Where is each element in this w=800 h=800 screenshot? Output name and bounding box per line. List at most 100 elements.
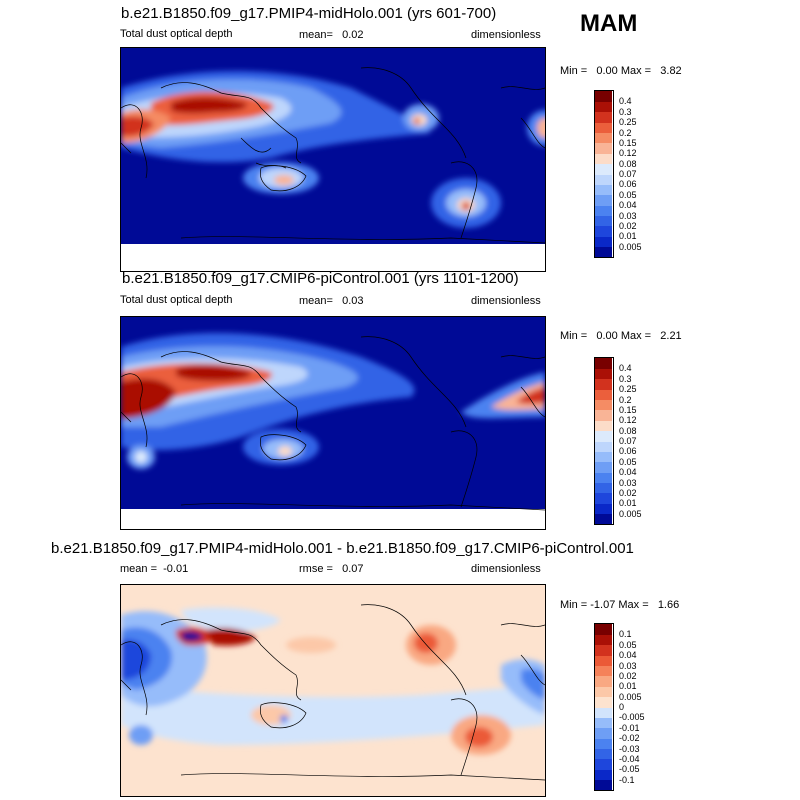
panel-2-colorbar-tick-label: 0.01: [619, 498, 637, 509]
panel-2-colorbar-segment: [594, 378, 612, 390]
panel-1-colorbar-segment: [594, 174, 612, 185]
panel-2-title: b.e21.B1850.f09_g17.CMIP6-piControl.001 …: [122, 270, 519, 287]
panel-1-title: b.e21.B1850.f09_g17.PMIP4-midHolo.001 (y…: [121, 5, 497, 22]
panel-3-colorbar-segment: [594, 655, 612, 666]
panel-3-colorbar-tick-label: 0.01: [619, 681, 637, 692]
panel-2-colorbar-tick-label: 0.02: [619, 487, 637, 498]
panel-3-colorbar-segment: [594, 696, 612, 708]
panel-3-map: [120, 584, 546, 797]
panel-2-colorbar-segment: [594, 420, 612, 432]
panel-1-colorbar-tick-label: 0.005: [619, 241, 642, 252]
panel-2-colorbar: 0.005 0.01 0.02 0.03 0.04 0.05 0.06 0.07 0.08 0.1…: [594, 357, 654, 525]
panel-3-colorbar-segment: [594, 707, 612, 718]
panel-3-colorbar-segment: [594, 769, 612, 781]
panel-1-colorbar-segment: [594, 194, 612, 206]
panel-2-colorbar-segment: [594, 441, 612, 452]
panel-2-map-svg: [121, 317, 545, 529]
panel-3-colorbar-segment: [594, 758, 612, 770]
panel-3-colorbar-segment: [594, 644, 612, 656]
panel-2-colorbar-segment: [594, 430, 612, 442]
panel-3-title: b.e21.B1850.f09_g17.PMIP4-midHolo.001 - …: [51, 540, 634, 557]
panel-3-rmse-label: rmse = 0.07: [299, 563, 364, 575]
panel-1-colorbar-tick-label: 0.08: [619, 158, 637, 169]
panel-2-colorbar-tick-label: 0.03: [619, 477, 637, 488]
panel-2-colorbar-tick-label: 0.25: [619, 384, 637, 395]
season-label: MAM: [580, 10, 638, 37]
panel-3-map-svg: [121, 585, 545, 796]
panel-3-colorbar-segment: [594, 717, 612, 729]
panel-1-colorbar-tick-label: 0.2: [619, 127, 632, 138]
panel-2-minmax-label: Min = 0.00 Max = 2.21: [560, 330, 682, 342]
panel-3-colorbar-tick-label: -0.01: [619, 722, 640, 733]
panel-1-coastlines: [121, 67, 545, 244]
panel-3-colorbar-segment: [594, 738, 612, 749]
panel-2-missing-data: [121, 509, 545, 529]
panel-1-colorbar-tick-label: 0.07: [619, 169, 637, 179]
panel-3-colorbar-tick-label: -0.1: [619, 774, 635, 785]
panel-2-colorbar-tick-label: 0.2: [619, 394, 632, 405]
panel-3-units-label: dimensionless: [471, 563, 541, 575]
panel-2-colorbar-segment: [594, 409, 612, 421]
panel-1-colorbar-tick-label: 0.02: [619, 220, 637, 231]
panel-2-units-label: dimensionless: [471, 295, 541, 307]
panel-3-colorbar-segment: [594, 665, 612, 677]
panel-2-map: [120, 316, 546, 530]
panel-3-colorbar-segment: [594, 686, 612, 698]
panel-1-colorbar-segment: [594, 101, 612, 113]
panel-1-colorbar-segment: [594, 215, 612, 227]
panel-2-colorbar-segment: [594, 368, 612, 380]
panel-2-colorbar-segment: [594, 461, 612, 473]
panel-2-colorbar-segment: [594, 482, 612, 494]
panel-3-mean-label: mean = -0.01: [120, 563, 189, 575]
panel-2-mean-label: mean= 0.03: [299, 295, 364, 307]
panel-3-colorbar-tick-label: 0.02: [619, 670, 637, 681]
panel-3-colorbar-segment: [594, 624, 612, 635]
panel-2-colorbar-segment: [594, 358, 612, 369]
panel-1-colorbar-segment: [594, 163, 612, 175]
panel-2-colorbar-segment: [594, 389, 612, 400]
panel-3-colorbar-tick-label: 0.03: [619, 660, 637, 671]
panel-1-minmax-label: Min = 0.00 Max = 3.82: [560, 65, 682, 77]
panel-2-colorbar-tick-label: 0.06: [619, 446, 637, 457]
panel-1-colorbar-tick-label: 0.12: [619, 148, 637, 159]
panel-3-colorbar-tick-label: -0.02: [619, 733, 640, 744]
panel-1-colorbar-segment: [594, 153, 612, 165]
panel-1-colorbar-segment: [594, 122, 612, 133]
panel-2-colorbar-segment: [594, 472, 612, 483]
panel-1-colorbar-tick-label: 0.15: [619, 137, 637, 148]
panel-3-coastlines: [121, 604, 545, 781]
panel-3-colorbar-tick-label: -0.04: [619, 753, 640, 764]
panel-1-colorbar-tick-label: 0.03: [619, 210, 637, 221]
panel-2-colorbar-segment: [594, 513, 612, 525]
panel-2-colorbar-tick-label: 0.08: [619, 425, 637, 436]
panel-2-variable-label: Total dust optical depth: [120, 294, 233, 306]
panel-2-colorbar-tick-label: 0.3: [619, 373, 632, 384]
panel-1-colorbar-segment: [594, 132, 612, 144]
panel-3-colorbar-tick-label: 0.005: [619, 691, 642, 702]
panel-1-mean-label: mean= 0.02: [299, 29, 364, 41]
panel-2-colorbar-tick-label: 0.07: [619, 436, 637, 446]
panel-1-colorbar-segment: [594, 111, 612, 123]
panel-2-colorbar-tick-label: 0.15: [619, 404, 637, 415]
panel-1-colorbar-segment: [594, 225, 612, 237]
panel-2-colorbar-segment: [594, 503, 612, 515]
panel-1-missing-data: [121, 244, 545, 271]
panel-1-colorbar-tick-label: 0.01: [619, 231, 637, 242]
panel-1-colorbar-tick-label: 0.3: [619, 106, 632, 117]
panel-3-colorbar-tick-label: 0.1: [619, 629, 632, 640]
panel-3-colorbar-tick-label: 0.04: [619, 650, 637, 661]
panel-3-colorbar-segment: [594, 748, 612, 760]
panel-3-field: [121, 607, 545, 755]
panel-1-colorbar-segment: [594, 184, 612, 196]
panel-3-colorbar-segment: [594, 779, 612, 791]
panel-2-colorbar-tick-label: 0.12: [619, 415, 637, 426]
panel-2-colorbar-tick-label: 0.4: [619, 363, 632, 374]
panel-3-minmax-label: Min = -1.07 Max = 1.66: [560, 599, 680, 611]
panel-1-colorbar-segment: [594, 205, 612, 216]
panel-1-colorbar-segment: [594, 246, 612, 258]
panel-1-colorbar-tick-label: 0.25: [619, 117, 637, 128]
panel-1-colorbar-tick-label: 0.06: [619, 179, 637, 190]
panel-1-colorbar-segment: [594, 236, 612, 248]
panel-3-colorbar-tick-label: 0.05: [619, 639, 637, 650]
panel-1-colorbar-tick-label: 0.05: [619, 189, 637, 200]
